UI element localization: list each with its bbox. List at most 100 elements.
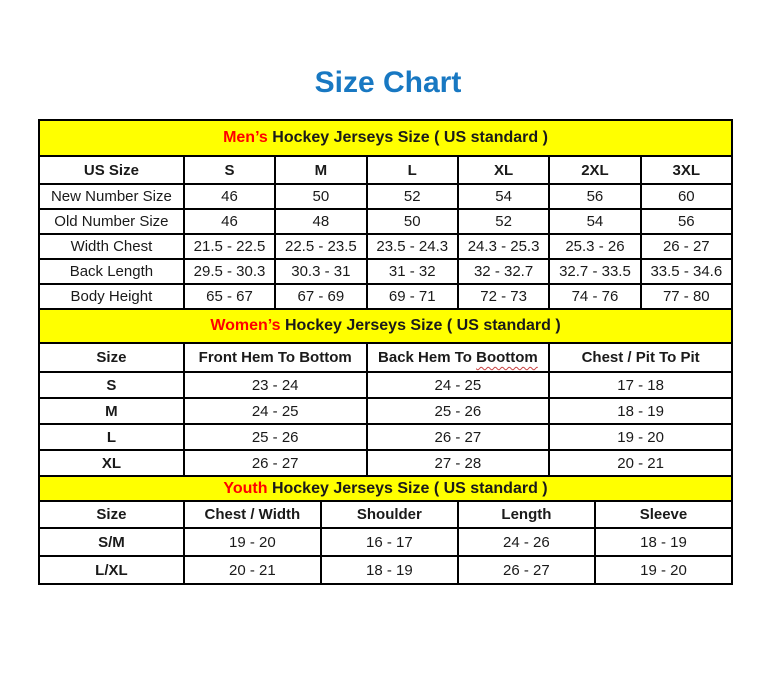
table-row: XL 26 - 27 27 - 28 20 - 21 bbox=[38, 449, 733, 477]
table-cell: 60 bbox=[639, 183, 734, 210]
header-row: Size Chest / Width Shoulder Length Sleeve bbox=[38, 500, 734, 529]
table-cell: 46 bbox=[182, 208, 277, 235]
section-band: Men’s Hockey Jerseys Size ( US standard … bbox=[38, 119, 733, 157]
table-cell: 25 - 26 bbox=[182, 423, 368, 451]
column-header: Back Hem To Boottom bbox=[365, 342, 551, 373]
table-cell: 26 - 27 bbox=[365, 423, 551, 451]
table-row: Back Length 29.5 - 30.3 30.3 - 31 31 - 32 32… bbox=[38, 258, 734, 285]
column-header: 3XL bbox=[639, 155, 734, 185]
misspelled-word: Boottom bbox=[476, 349, 538, 366]
table-cell: 50 bbox=[365, 208, 459, 235]
table-cell: 56 bbox=[639, 208, 734, 235]
table-cell: 69 - 71 bbox=[365, 283, 459, 310]
table-row: S/M 19 - 20 16 - 17 24 - 26 18 - 19 bbox=[38, 527, 734, 557]
table-cell: 18 - 19 bbox=[593, 527, 734, 557]
table-cell: 46 bbox=[182, 183, 277, 210]
table-row: L/XL 20 - 21 18 - 19 26 - 27 19 - 20 bbox=[38, 555, 734, 585]
row-label: Old Number Size bbox=[38, 208, 185, 235]
table-cell: 50 bbox=[274, 183, 368, 210]
table-cell: 25.3 - 26 bbox=[548, 233, 642, 260]
band-title-text: Hockey Jerseys Size ( US standard ) bbox=[280, 317, 561, 334]
column-header: S bbox=[182, 155, 277, 185]
column-header: Length bbox=[456, 500, 596, 529]
row-label: S bbox=[38, 371, 185, 399]
row-label: XL bbox=[38, 449, 185, 477]
column-header: Chest / Pit To Pit bbox=[548, 342, 733, 373]
band-title-text: Hockey Jerseys Size ( US standard ) bbox=[267, 129, 548, 146]
table-cell: 20 - 21 bbox=[548, 449, 733, 477]
column-header: Sleeve bbox=[593, 500, 734, 529]
table-row: Old Number Size 46 48 50 52 54 56 bbox=[38, 208, 734, 235]
table-row: Body Height 65 - 67 67 - 69 69 - 71 72 - 73 7… bbox=[38, 283, 734, 310]
table-cell: 32 - 32.7 bbox=[456, 258, 551, 285]
band-accent-text: Men’s bbox=[223, 129, 268, 146]
table-cell: 18 - 19 bbox=[548, 397, 733, 425]
table-cell: 26 - 27 bbox=[456, 555, 596, 585]
womens-size-table: Women’s Hockey Jerseys Size ( US standar… bbox=[38, 308, 733, 477]
section-band-row: Women’s Hockey Jerseys Size ( US standar… bbox=[38, 308, 733, 344]
youth-size-table: Youth Hockey Jerseys Size ( US standard … bbox=[38, 475, 734, 585]
table-cell: 32.7 - 33.5 bbox=[548, 258, 642, 285]
header-row: Size Front Hem To Bottom Back Hem To Boott… bbox=[38, 342, 733, 373]
table-cell: 24 - 25 bbox=[182, 397, 368, 425]
table-cell: 20 - 21 bbox=[182, 555, 322, 585]
row-label: New Number Size bbox=[38, 183, 185, 210]
band-accent-text: Women’s bbox=[210, 317, 281, 334]
row-label: Width Chest bbox=[38, 233, 185, 260]
table-cell: 19 - 20 bbox=[182, 527, 322, 557]
table-cell: 33.5 - 34.6 bbox=[639, 258, 734, 285]
table-row: Width Chest 21.5 - 22.5 22.5 - 23.5 23.5 - … bbox=[38, 233, 734, 260]
table-cell: 31 - 32 bbox=[365, 258, 459, 285]
table-cell: 52 bbox=[365, 183, 459, 210]
table-cell: 56 bbox=[548, 183, 642, 210]
table-cell: 23.5 - 24.3 bbox=[365, 233, 459, 260]
table-cell: 54 bbox=[456, 183, 551, 210]
table-row: New Number Size 46 50 52 54 56 60 bbox=[38, 183, 734, 210]
band-accent-text: Youth bbox=[223, 479, 268, 497]
column-header: Front Hem To Bottom bbox=[182, 342, 368, 373]
table-cell: 30.3 - 31 bbox=[274, 258, 368, 285]
mens-size-table: Men’s Hockey Jerseys Size ( US standard … bbox=[38, 119, 734, 310]
column-header: Shoulder bbox=[319, 500, 459, 529]
table-cell: 72 - 73 bbox=[456, 283, 551, 310]
table-cell: 52 bbox=[456, 208, 551, 235]
table-cell: 26 - 27 bbox=[182, 449, 368, 477]
table-cell: 29.5 - 30.3 bbox=[182, 258, 277, 285]
table-cell: 22.5 - 23.5 bbox=[274, 233, 368, 260]
table-row: S 23 - 24 24 - 25 17 - 18 bbox=[38, 371, 733, 399]
table-cell: 17 - 18 bbox=[548, 371, 733, 399]
table-cell: 74 - 76 bbox=[548, 283, 642, 310]
column-header: Size bbox=[38, 500, 185, 529]
table-cell: 24.3 - 25.3 bbox=[456, 233, 551, 260]
column-header: XL bbox=[456, 155, 551, 185]
row-label: M bbox=[38, 397, 185, 425]
table-cell: 25 - 26 bbox=[365, 397, 551, 425]
table-cell: 18 - 19 bbox=[319, 555, 459, 585]
section-band: Women’s Hockey Jerseys Size ( US standar… bbox=[38, 308, 733, 344]
header-row: US Size S M L XL 2XL 3XL bbox=[38, 155, 734, 185]
page-title: Size Chart bbox=[314, 66, 462, 99]
table-cell: 19 - 20 bbox=[548, 423, 733, 451]
row-label: S/M bbox=[38, 527, 185, 557]
section-band-row: Youth Hockey Jerseys Size ( US standard … bbox=[38, 475, 733, 502]
column-header: 2XL bbox=[548, 155, 642, 185]
table-cell: 19 - 20 bbox=[593, 555, 734, 585]
table-cell: 26 - 27 bbox=[639, 233, 734, 260]
table-cell: 24 - 26 bbox=[456, 527, 596, 557]
table-row: M 24 - 25 25 - 26 18 - 19 bbox=[38, 397, 733, 425]
column-header: M bbox=[274, 155, 368, 185]
column-header: Size bbox=[38, 342, 185, 373]
table-cell: 67 - 69 bbox=[274, 283, 368, 310]
size-tables: Men’s Hockey Jerseys Size ( US standard … bbox=[38, 119, 734, 585]
row-label: Body Height bbox=[38, 283, 185, 310]
column-header: L bbox=[365, 155, 459, 185]
column-header: US Size bbox=[38, 155, 185, 185]
row-label: L bbox=[38, 423, 185, 451]
band-title-text: Hockey Jerseys Size ( US standard ) bbox=[267, 479, 548, 497]
row-label: Back Length bbox=[38, 258, 185, 285]
table-row: L 25 - 26 26 - 27 19 - 20 bbox=[38, 423, 733, 451]
section-band: Youth Hockey Jerseys Size ( US standard … bbox=[38, 475, 733, 502]
column-header: Chest / Width bbox=[182, 500, 322, 529]
table-cell: 21.5 - 22.5 bbox=[182, 233, 277, 260]
